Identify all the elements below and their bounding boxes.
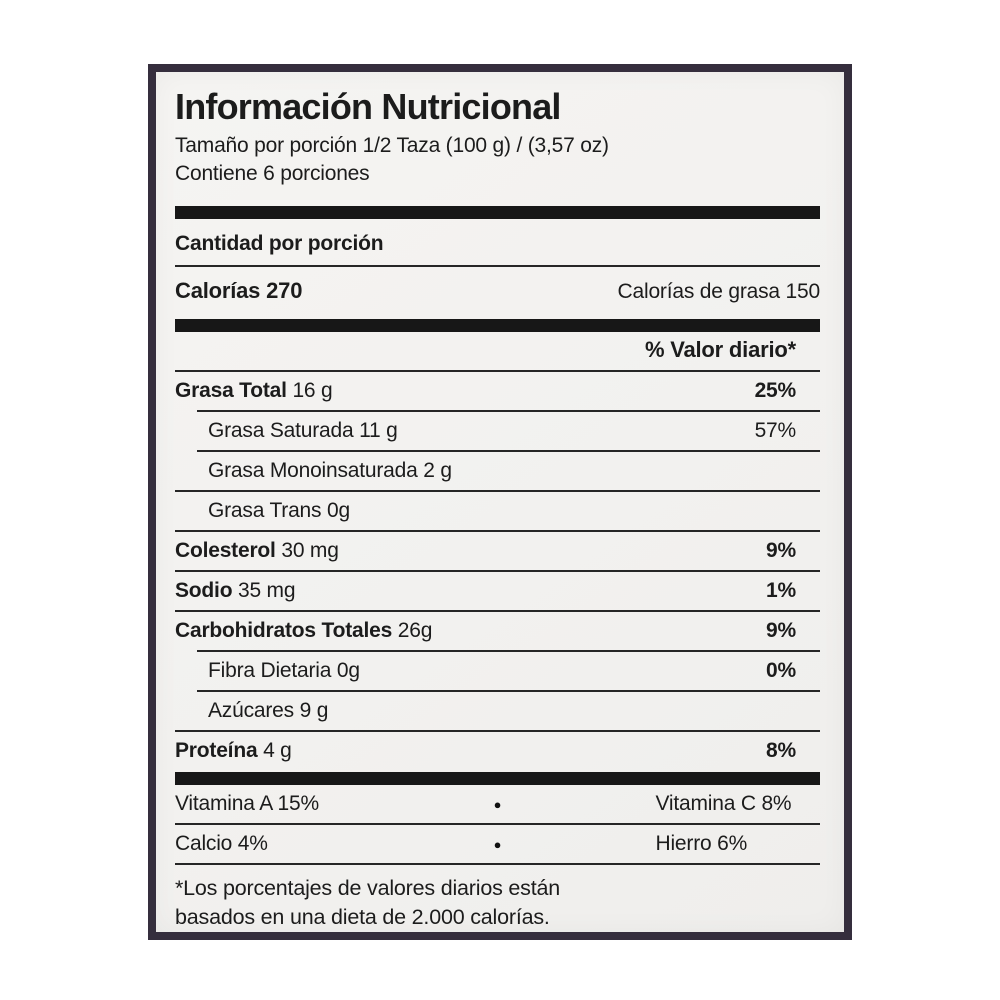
- calories-from-fat: Calorías de grasa 150: [617, 278, 821, 306]
- vitamin-a-value: Vitamina A 15%: [175, 792, 319, 815]
- nutrient-daily-value: 8%: [766, 739, 796, 762]
- nutrient-amount: 0g: [336, 659, 360, 682]
- nutrient-amount: 26g: [397, 619, 433, 642]
- footnote-line-2: basados en una dieta de 2.000 calorías.: [175, 905, 550, 929]
- nutrient-name-amount: Sodio 35 mg: [175, 579, 296, 603]
- micronutrient-row-vitamins: Vitamina A 15% ● Vitamina C 8%: [175, 785, 820, 823]
- nutrient-row-sugars: Azúcares 9 g: [175, 692, 820, 730]
- nutrient-name-amount: Grasa Total 16 g: [175, 379, 333, 403]
- nutrient-amount: 30 mg: [281, 539, 339, 562]
- nutrient-name-amount: Grasa Trans 0g: [175, 499, 350, 523]
- nutrient-daily-value: 9%: [766, 619, 796, 642]
- calories-from-fat-label: Calorías de grasa: [617, 280, 781, 303]
- nutrient-row-saturated-fat: Grasa Saturada 11 g 57%: [175, 412, 820, 450]
- nutrient-amount: 0g: [326, 499, 350, 522]
- nutrient-amount: 9 g: [299, 699, 329, 722]
- calories: Calorías 270: [175, 277, 302, 305]
- nutrient-name: Grasa Monoinsaturada: [208, 459, 418, 482]
- divider: [175, 265, 820, 267]
- divider: [175, 570, 820, 572]
- nutrient-daily-value: 25%: [754, 379, 797, 402]
- divider: [175, 610, 820, 612]
- serving-size-line: Tamaño por porción 1/2 Taza (100 g) / (3…: [175, 134, 609, 157]
- calories-value: 270: [266, 278, 303, 303]
- nutrient-amount: 35 mg: [237, 579, 296, 602]
- nutrient-amount: 11 g: [359, 419, 398, 442]
- nutrient-amount: 16 g: [292, 379, 333, 402]
- nutrient-daily-value: 1%: [766, 579, 796, 602]
- nutrient-row-dietary-fiber: Fibra Dietaria 0g 0%: [175, 652, 820, 690]
- divider: [197, 450, 820, 452]
- nutrient-row-total-fat: Grasa Total 16 g 25%: [175, 372, 820, 410]
- nutrient-name-amount: Colesterol 30 mg: [175, 539, 339, 563]
- nutrient-name-amount: Carbohidratos Totales 26g: [175, 619, 432, 643]
- daily-value-footnote: *Los porcentajes de valores diarios está…: [175, 874, 820, 932]
- nutrient-daily-value: 57%: [754, 419, 797, 442]
- nutrient-daily-value: 9%: [766, 539, 796, 562]
- nutrient-name: Sodio: [175, 579, 233, 602]
- nutrient-name: Fibra Dietaria: [208, 659, 332, 682]
- thick-divider-calories: [175, 319, 820, 332]
- divider: [175, 530, 820, 532]
- divider: [175, 823, 820, 825]
- nutrient-name: Proteína: [175, 739, 258, 762]
- calories-from-fat-value: 150: [785, 280, 821, 303]
- nutrient-row-monounsaturated-fat: Grasa Monoinsaturada 2 g: [175, 452, 820, 490]
- thick-divider-top: [175, 206, 820, 219]
- divider: [197, 410, 820, 412]
- nutrient-daily-value: 0%: [766, 659, 796, 682]
- nutrient-name: Grasa Trans: [208, 499, 322, 522]
- nutrient-name: Azúcares: [208, 699, 294, 722]
- nutrient-amount: 4 g: [263, 739, 292, 762]
- nutrient-name-amount: Grasa Saturada 11 g: [175, 419, 398, 443]
- divider: [175, 490, 820, 492]
- nutrient-name: Colesterol: [175, 539, 276, 562]
- vitamin-c-value: Vitamina C 8%: [655, 792, 792, 815]
- iron-value: Hierro 6%: [655, 832, 748, 855]
- nutrient-name-amount: Azúcares 9 g: [175, 699, 328, 723]
- bullet-dot-icon: ●: [493, 836, 502, 852]
- nutrient-row-protein: Proteína 4 g 8%: [175, 732, 820, 770]
- thick-divider-bottom: [175, 772, 820, 785]
- micronutrient-row-minerals: Calcio 4% ● Hierro 6%: [175, 825, 820, 863]
- daily-value-header: % Valor diario*: [644, 337, 796, 362]
- nutrient-name: Grasa Total: [175, 379, 287, 402]
- nutrient-row-cholesterol: Colesterol 30 mg 9%: [175, 532, 820, 570]
- nutrient-name: Carbohidratos Totales: [175, 619, 393, 642]
- divider: [197, 650, 820, 652]
- nutrient-row-sodium: Sodio 35 mg 1%: [175, 572, 820, 610]
- nutrition-label: Información Nutricional Tamaño por porci…: [148, 64, 852, 940]
- nutrient-row-total-carbohydrate: Carbohidratos Totales 26g 9%: [175, 612, 820, 650]
- nutrient-amount: 2 g: [423, 459, 452, 482]
- calories-row: Calorías 270 Calorías de grasa 150: [175, 267, 820, 319]
- label-title: Información Nutricional: [175, 86, 561, 127]
- servings-per-container-line: Contiene 6 porciones: [175, 162, 370, 185]
- divider: [175, 730, 820, 732]
- nutrient-name-amount: Grasa Monoinsaturada 2 g: [175, 459, 452, 483]
- footnote-line-1: *Los porcentajes de valores diarios está…: [175, 876, 561, 900]
- divider: [175, 863, 820, 865]
- nutrient-name-amount: Fibra Dietaria 0g: [175, 659, 360, 683]
- bullet-dot-icon: ●: [493, 796, 502, 812]
- nutrient-name-amount: Proteína 4 g: [175, 739, 292, 763]
- amount-per-serving-label: Cantidad por porción: [175, 232, 384, 255]
- calcium-value: Calcio 4%: [175, 832, 268, 855]
- calories-label: Calorías: [175, 278, 261, 303]
- divider: [197, 690, 820, 692]
- nutrient-name: Grasa Saturada: [208, 419, 354, 442]
- divider: [175, 370, 820, 372]
- nutrient-row-trans-fat: Grasa Trans 0g: [175, 492, 820, 530]
